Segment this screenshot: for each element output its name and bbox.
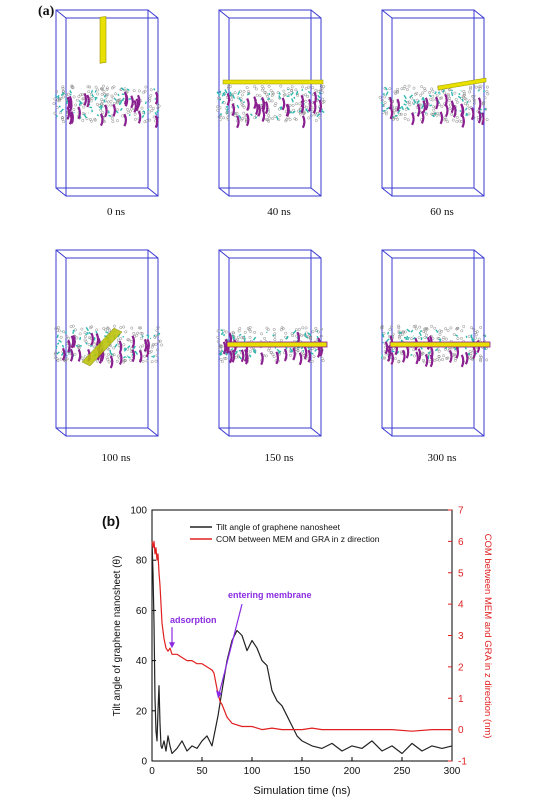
box-wireframe	[55, 249, 159, 437]
plot-frame	[151, 509, 453, 762]
y-tick-label: 100	[130, 506, 147, 517]
series-com-distance	[151, 540, 452, 732]
snapshot-0	[52, 4, 180, 204]
y2-tick-label: 3	[458, 631, 464, 642]
snapshot-time-label: 0 ns	[106, 206, 126, 218]
box-wireframe	[218, 9, 322, 197]
snapshot-time-label: 100 ns	[101, 452, 131, 464]
y2-tick-label: 7	[458, 506, 464, 517]
line-chart: (b) 0 50 100 150 200 250 300 0 20 40 60 80 100 -1 0 1…	[102, 506, 493, 798]
y-tick-label: 0	[141, 757, 147, 768]
graphene-sheet	[81, 327, 123, 367]
simulation-box-0	[52, 9, 161, 197]
y-tick-label: 20	[136, 706, 148, 717]
legend-label-com: COM between MEM and GRA in z direction	[216, 534, 380, 544]
x-tick-label: 200	[344, 766, 361, 777]
series-tilt-angle	[151, 540, 453, 755]
x-tick-label: 300	[444, 766, 461, 777]
x-tick-label: 250	[394, 766, 411, 777]
x-tick-label: 100	[244, 766, 261, 777]
graphene-sheet	[222, 79, 324, 85]
graphene-sheet	[99, 16, 107, 64]
annotation-entering-membrane: entering membrane	[228, 590, 312, 600]
snapshot-time-label: 40 ns	[267, 206, 291, 218]
lipid-membrane	[216, 84, 326, 129]
x-axis-label: Simulation time (ns)	[253, 785, 350, 797]
graphene-sheet	[226, 341, 328, 348]
x-tick-label: 150	[294, 766, 311, 777]
panel-a-label: (a)	[38, 4, 55, 19]
simulation-box-5	[380, 249, 491, 437]
simulation-box-4	[216, 249, 328, 437]
annotation-arrow-entering	[218, 603, 243, 695]
simulation-box-2	[378, 9, 490, 197]
x-axis: 0 50 100 150 200 250 300	[149, 757, 461, 777]
annotation-adsorption: adsorption	[170, 615, 217, 625]
snapshot-2	[378, 4, 506, 204]
y2-tick-label: -1	[458, 757, 467, 768]
y2-tick-label: 1	[458, 694, 464, 705]
y2-axis-label: COM between MEM and GRA in z direction (…	[482, 534, 493, 739]
y2-tick-label: 4	[458, 600, 464, 611]
y-tick-label: 60	[136, 606, 148, 617]
snapshot-1	[215, 4, 343, 204]
simulation-box-1	[216, 9, 326, 197]
legend-label-tilt: Tilt angle of graphene nanosheet	[216, 522, 341, 532]
simulation-box-3	[53, 249, 164, 437]
x-tick-label: 50	[196, 766, 208, 777]
y-tick-label: 80	[136, 556, 148, 567]
y-axis-right: -1 0 1 2 3 4 5 6 7	[448, 506, 467, 768]
snapshot-time-label: 300 ns	[427, 452, 457, 464]
panel-b-label: (b)	[102, 513, 120, 529]
snapshot-time-label: 150 ns	[264, 452, 294, 464]
graphene-sheet	[437, 77, 487, 91]
graphene-sheet	[389, 341, 491, 348]
series-lines	[151, 540, 453, 755]
snapshot-time-label: 60 ns	[430, 206, 454, 218]
y2-tick-label: 5	[458, 568, 464, 579]
legend: Tilt angle of graphene nanosheet COM bet…	[190, 522, 380, 544]
box-wireframe	[381, 9, 485, 197]
y-axis-label: Tilt angle of graphene nanosheet (θ)	[112, 556, 123, 717]
y2-tick-label: 6	[458, 537, 464, 548]
snapshot-3	[52, 244, 180, 444]
annotation-arrowhead-entering	[216, 690, 222, 699]
annotations: adsorption entering membrane	[169, 590, 312, 699]
x-tick-label: 0	[149, 766, 155, 777]
y2-tick-label: 0	[458, 725, 464, 736]
y2-tick-label: 2	[458, 662, 464, 673]
annotation-arrowhead-adsorption	[169, 642, 175, 649]
snapshot-5	[378, 244, 506, 444]
lipid-membrane	[52, 84, 161, 129]
y-tick-label: 40	[136, 656, 148, 667]
lipid-membrane	[378, 84, 490, 128]
snapshot-4	[215, 244, 343, 444]
y-axis-left: 0 20 40 60 80 100	[130, 506, 156, 768]
